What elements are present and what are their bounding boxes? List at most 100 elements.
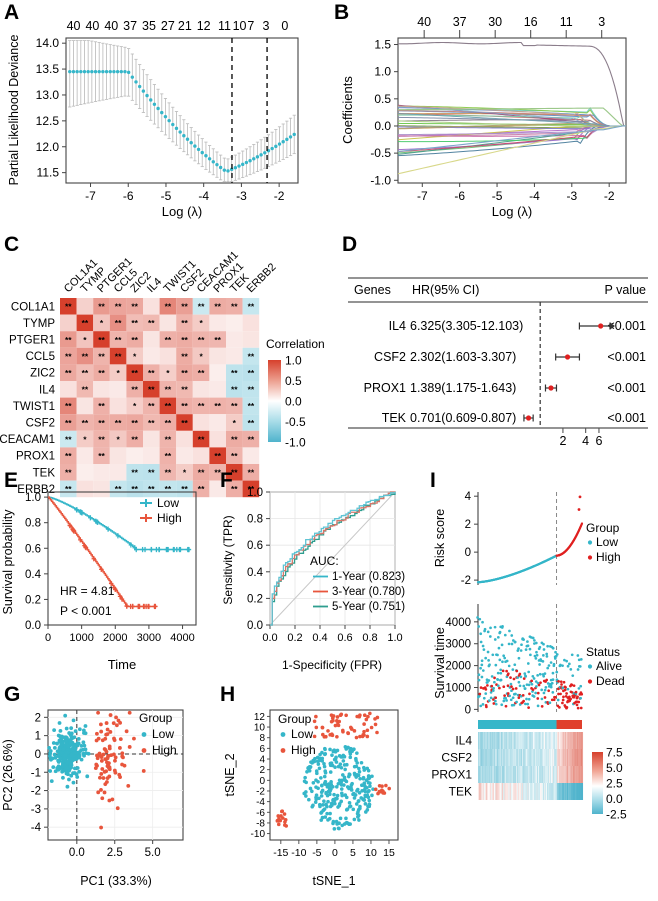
panel-h-legend-marker: [280, 732, 286, 737]
panel-h-point-low: [332, 757, 337, 762]
panel-i-heatmap-cell: [497, 732, 499, 749]
panel-i-heatmap-cell: [558, 766, 560, 783]
panel-a-point: [141, 89, 146, 93]
panel-i-heatmap-cell: [566, 766, 568, 783]
panel-i-heatmap-cell: [524, 766, 526, 783]
panel-i-heatmap-cell: [509, 783, 511, 800]
panel-c-cell: [60, 447, 77, 464]
panel-h-point-low: [348, 749, 352, 754]
panel-i-heatmap-cell: [581, 732, 583, 749]
panel-i-heatmap-cell: [576, 749, 578, 766]
panel-i-heatmap-cell: [481, 749, 483, 766]
panel-i-heatmap-cell: [503, 749, 505, 766]
panel-i-surv-point-alive: [524, 675, 528, 678]
panel-a-point: [226, 169, 230, 173]
panel-i-heatmap-cell: [520, 783, 522, 800]
panel-c-star: *: [166, 368, 170, 378]
panel-i-heatmap-cell: [499, 732, 501, 749]
panel-i-heatmap-cell: [517, 766, 519, 783]
panel-i-surv-point-dead: [576, 695, 579, 699]
panel-i-surv-point-alive: [578, 665, 582, 668]
panel-i-surv-point-dead: [492, 702, 496, 705]
panel-i-heatmap-cell: [546, 766, 548, 783]
panel-i-heatmap-cell: [482, 749, 484, 766]
panel-g-point-low: [67, 757, 72, 762]
panel-c-cell: [60, 414, 77, 431]
panel-c-star: **: [148, 418, 155, 428]
panel-i-heatmap-cell: [516, 766, 518, 783]
panel-c-star: **: [231, 468, 238, 478]
panel-i-heatmap-cell: [517, 783, 519, 800]
panel-h-point-low: [355, 751, 359, 755]
panel-h-point-high: [314, 725, 319, 730]
panel-i-heatmap-cell: [549, 783, 551, 800]
panel-i-surv-point-alive: [553, 657, 557, 660]
panel-g-point-low: [52, 745, 57, 750]
panel-c-cell: [143, 397, 160, 415]
panel-h-point-low: [358, 806, 362, 811]
panel-h-point-high: [333, 723, 338, 728]
panel-i-surv-point-alive: [484, 656, 488, 660]
panel-d-rules: [348, 277, 648, 429]
panel-i-heatmap-cell: [519, 766, 521, 783]
panel-i-heatmap-cell: [547, 749, 549, 766]
panel-h-point-low: [311, 758, 316, 763]
panel-i-heatmap-cell: [531, 732, 533, 749]
panel-c-star: **: [165, 335, 172, 345]
panel-a-point: [123, 69, 127, 74]
panel-c-star: **: [181, 484, 188, 494]
panel-i-heatmap-cell: [534, 783, 536, 800]
panel-c-cell: [143, 331, 160, 348]
panel-i-heatmap-cell: [480, 732, 482, 749]
panel-i-heatmap-cell: [556, 783, 558, 800]
panel-h-point-high: [354, 735, 359, 740]
panel-d-row-hr: 1.389(1.175-1.643): [410, 381, 516, 395]
panel-h-point-high: [335, 734, 339, 739]
panel-i-surv-point-dead: [547, 689, 551, 693]
panel-i-heatmap-cell: [507, 783, 509, 800]
panel-c-row-label: PTGER1: [9, 335, 55, 347]
panel-c-cell: [192, 298, 210, 315]
panel-i-heatmap-cell: [577, 732, 579, 749]
panel-h-x-ticks: -15 -10 -5 0 5 10 15: [273, 840, 395, 859]
panel-i-surv-point-dead: [517, 696, 521, 700]
panel-a-point: [167, 118, 171, 123]
panel-c-star: **: [214, 335, 221, 345]
panel-a-point: [237, 164, 241, 168]
panel-i-surv-point-alive: [563, 658, 566, 662]
panel-i-surv-point-alive: [502, 654, 506, 658]
panel-i-heatmap-cell: [482, 732, 484, 749]
panel-i-surv-point-alive: [542, 674, 546, 678]
panel-c-star: **: [65, 418, 72, 428]
panel-c-cell: [109, 364, 127, 381]
panel-h-x-tick-label: -15: [273, 847, 288, 859]
panel-i-heatmap-cell: [486, 783, 488, 800]
panel-a-lambda-lines: [231, 38, 268, 183]
panel-c-cell: [176, 397, 193, 415]
panel-i-heatmap-cell: [533, 783, 535, 800]
panel-i-surv-point-dead: [559, 680, 563, 684]
panel-c-star: **: [65, 451, 72, 461]
panel-a-y-tick-label: 12.5: [36, 114, 60, 128]
panel-i-surv-point-dead: [552, 698, 556, 702]
panel-i-surv-point-alive: [486, 630, 490, 634]
panel-a-top-tick: 12: [197, 19, 211, 33]
panel-a-top-tick: 40: [67, 19, 81, 33]
panel-c-row-label: TWIST1: [13, 401, 55, 413]
panel-i-heatmap-cell: [582, 732, 584, 749]
panel-g-point-high: [113, 758, 117, 763]
panel-c-star: **: [181, 368, 188, 378]
panel-i-surv-point-alive: [489, 696, 493, 700]
panel-i-heatmap-cell: [579, 732, 581, 749]
panel-c-cell: [126, 397, 143, 415]
panel-a-point: [171, 122, 175, 127]
panel-h-point-low: [305, 769, 309, 774]
panel-c-significance-stars: ** ** ** ** ** ** ** ** ** **** * ** ** ** ** *** * ** ** *…: [65, 302, 255, 495]
panel-c-cell: [209, 331, 226, 348]
panel-d-row-gene: CSF2: [374, 350, 406, 364]
panel-c-cell: [76, 381, 94, 398]
panel-c-star: **: [65, 484, 72, 494]
panel-i-heatmap-cell: [480, 749, 482, 766]
panel-e-p-annotation: P < 0.001: [60, 604, 112, 618]
panel-i-heatmap-cell: [543, 732, 545, 749]
